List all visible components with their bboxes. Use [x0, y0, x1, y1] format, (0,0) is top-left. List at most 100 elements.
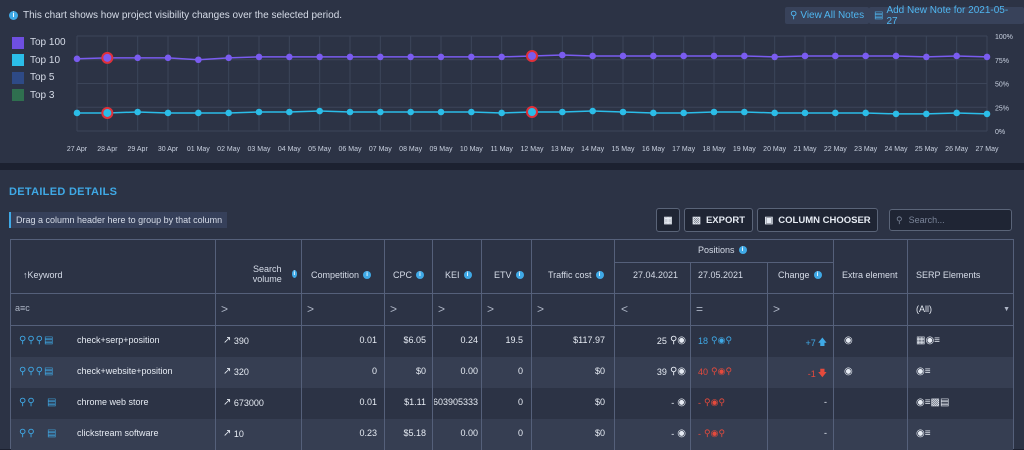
change-cell: -	[824, 397, 827, 407]
y-tick-label: 25%	[995, 105, 1009, 112]
row-action-icons[interactable]: ⚲⚲⚲▤	[19, 366, 55, 377]
keyword-cell[interactable]: clickstream software	[77, 428, 159, 438]
y-tick-label: 100%	[995, 34, 1013, 41]
position-date2-cell: 18 ⚲◉⚲	[698, 335, 733, 346]
serp-feature-icons: ◉≡	[916, 428, 931, 439]
divider	[614, 262, 833, 263]
filter-traffic-cost[interactable]: >	[537, 302, 545, 316]
x-tick-label: 13 May	[551, 146, 574, 153]
column-header-search-volume[interactable]: Search volume i	[252, 264, 297, 284]
filter-change[interactable]: >	[773, 302, 781, 316]
column-header-keyword[interactable]: ↑ Keyword	[23, 270, 63, 280]
cpc-cell: $1.11	[404, 397, 426, 407]
filter-cpc[interactable]: >	[390, 302, 398, 316]
divider	[531, 240, 532, 450]
column-header-positions[interactable]: Positions i	[698, 245, 747, 255]
filter-keyword[interactable]: a≡c	[15, 303, 30, 313]
search-input[interactable]: ⚲ Search...	[889, 209, 1012, 231]
traffic-cost-cell: $0	[594, 397, 605, 407]
serp-preview-icon[interactable]: ◉	[677, 397, 686, 408]
filter-etv[interactable]: >	[487, 302, 495, 316]
x-tick-label: 20 May	[763, 146, 786, 153]
etv-cell: 0	[517, 366, 523, 376]
serp-preview-icon[interactable]: ⚲◉⚲	[711, 335, 733, 345]
serp-preview-icon[interactable]: ⚲◉⚲	[711, 366, 733, 376]
help-icon: i	[813, 271, 822, 279]
x-tick-label: 22 May	[824, 146, 847, 153]
row-action-icons[interactable]: ⚲⚲⚲▤	[19, 335, 55, 346]
legend-item-top5[interactable]: Top 5	[12, 69, 66, 87]
filter-serp-select[interactable]: (All) ▼	[916, 304, 1010, 314]
row-action-icons[interactable]: ⚲⚲ ▤	[19, 397, 58, 408]
legend-item-top10[interactable]: Top 10	[12, 52, 66, 70]
filter-search-volume[interactable]: >	[221, 302, 229, 316]
table-row[interactable]	[11, 388, 1013, 419]
visibility-chart-panel: i This chart shows how project visibilit…	[0, 0, 1024, 163]
data-point	[164, 54, 172, 62]
data-point	[771, 109, 778, 117]
trend-icon: ↗	[223, 428, 232, 439]
serp-elements-cell: ◉≡	[916, 428, 931, 439]
x-tick-label: 24 May	[885, 146, 908, 153]
data-point	[195, 56, 202, 64]
group-panel[interactable]: Drag a column header here to group by th…	[9, 212, 228, 228]
x-tick-label: 30 Apr	[158, 146, 179, 153]
column-chooser-button[interactable]: ▣ COLUMN CHOOSER	[757, 208, 878, 232]
column-header-serp[interactable]: SERP Elements	[916, 270, 981, 280]
legend-item-top100[interactable]: Top 100	[12, 34, 66, 52]
divider	[11, 293, 1013, 294]
table-row[interactable]	[11, 326, 1013, 357]
data-point	[407, 108, 414, 116]
data-point	[892, 110, 900, 118]
data-point	[741, 52, 748, 60]
column-header-extra[interactable]: Extra element	[842, 270, 898, 280]
serp-preview-icon[interactable]: ⚲◉	[669, 366, 686, 377]
column-header-traffic-cost[interactable]: Traffic cost i	[548, 270, 604, 280]
data-point	[101, 106, 114, 119]
data-point	[498, 53, 505, 61]
data-point	[526, 49, 538, 62]
column-header-cpc[interactable]: CPC i	[393, 270, 425, 280]
column-header-change[interactable]: Change i	[778, 270, 822, 280]
column-header-kei[interactable]: KEI i	[445, 270, 472, 280]
kei-cell: 603905333	[434, 397, 478, 407]
etv-cell: 0	[517, 397, 523, 407]
chart-info-text: This chart shows how project visibility …	[23, 10, 343, 21]
add-note-button[interactable]: ▤ Add New Note for 2021-05-27	[869, 5, 1024, 27]
serp-preview-icon[interactable]: ⚲◉⚲	[704, 428, 726, 438]
table-row[interactable]	[11, 419, 1013, 450]
data-point	[437, 108, 445, 116]
data-point	[316, 107, 323, 115]
view-all-notes-button[interactable]: ⚲ View All Notes	[785, 7, 870, 24]
grid-icon: ▦	[663, 214, 673, 226]
x-tick-label: 26 May	[945, 146, 968, 153]
column-header-competition[interactable]: Competition i	[311, 270, 372, 280]
legend-item-top3[interactable]: Top 3	[12, 87, 66, 105]
x-tick-label: 05 May	[308, 146, 331, 153]
data-point	[923, 53, 930, 61]
data-point	[619, 52, 627, 60]
filter-kei[interactable]: >	[438, 302, 446, 316]
column-header-date1[interactable]: 27.04.2021	[633, 270, 679, 280]
grid-settings-button[interactable]: ▦	[656, 208, 680, 232]
x-tick-label: 21 May	[794, 146, 817, 153]
traffic-cost-cell: $0	[594, 428, 605, 438]
keyword-cell[interactable]: check+website+position	[77, 366, 173, 376]
serp-preview-icon[interactable]: ◉	[677, 428, 686, 439]
x-tick-label: 06 May	[339, 146, 362, 153]
divider	[907, 240, 908, 450]
table-row[interactable]	[11, 357, 1013, 388]
serp-preview-icon[interactable]: ⚲◉	[669, 335, 686, 346]
column-header-date2[interactable]: 27.05.2021	[698, 270, 744, 280]
column-header-etv[interactable]: ETV i	[494, 270, 524, 280]
filter-competition[interactable]: >	[307, 302, 315, 316]
export-button[interactable]: ▧ EXPORT	[684, 208, 753, 232]
keyword-cell[interactable]: check+serp+position	[77, 335, 160, 345]
serp-preview-icon[interactable]: ⚲◉⚲	[704, 397, 726, 407]
filter-date2[interactable]: =	[696, 302, 704, 316]
filter-date1[interactable]: <	[621, 302, 629, 316]
data-point	[468, 53, 475, 61]
search-volume-cell: ↗ 320	[223, 366, 249, 377]
keyword-cell[interactable]: chrome web store	[77, 397, 149, 407]
row-action-icons[interactable]: ⚲⚲ ▤	[19, 428, 58, 439]
